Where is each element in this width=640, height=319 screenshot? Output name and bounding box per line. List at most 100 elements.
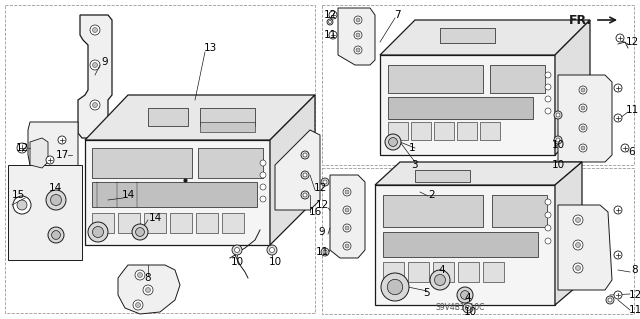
Circle shape bbox=[303, 153, 307, 157]
Bar bbox=[411, 122, 431, 140]
FancyArrowPatch shape bbox=[598, 17, 615, 23]
Circle shape bbox=[354, 31, 362, 39]
Circle shape bbox=[579, 86, 587, 94]
Text: 13: 13 bbox=[204, 43, 216, 53]
Circle shape bbox=[90, 100, 100, 110]
Polygon shape bbox=[30, 138, 48, 168]
Text: 4: 4 bbox=[438, 265, 445, 275]
Circle shape bbox=[323, 250, 327, 254]
Bar bbox=[458, 262, 479, 282]
Circle shape bbox=[58, 136, 66, 144]
Circle shape bbox=[345, 226, 349, 230]
Polygon shape bbox=[558, 75, 612, 162]
Circle shape bbox=[328, 20, 332, 24]
Circle shape bbox=[232, 245, 242, 255]
Circle shape bbox=[301, 171, 309, 179]
Polygon shape bbox=[85, 95, 315, 140]
Text: 14: 14 bbox=[122, 190, 134, 200]
Bar bbox=[383, 195, 483, 227]
Circle shape bbox=[356, 18, 360, 22]
Bar bbox=[492, 195, 547, 227]
Circle shape bbox=[46, 156, 54, 164]
Bar bbox=[415, 170, 470, 182]
Circle shape bbox=[614, 84, 622, 92]
Bar bbox=[383, 262, 404, 282]
Circle shape bbox=[260, 184, 266, 190]
Bar bbox=[222, 213, 244, 233]
Circle shape bbox=[343, 224, 351, 232]
Circle shape bbox=[90, 60, 100, 70]
Circle shape bbox=[356, 48, 360, 52]
Text: 2: 2 bbox=[429, 190, 435, 200]
Circle shape bbox=[388, 137, 397, 146]
Circle shape bbox=[260, 172, 266, 178]
Circle shape bbox=[579, 144, 587, 152]
Circle shape bbox=[616, 34, 624, 42]
Circle shape bbox=[545, 238, 551, 244]
Circle shape bbox=[345, 190, 349, 194]
Text: FR.: FR. bbox=[569, 13, 592, 26]
Polygon shape bbox=[375, 162, 582, 185]
Circle shape bbox=[260, 160, 266, 166]
Circle shape bbox=[575, 218, 580, 222]
Circle shape bbox=[46, 190, 66, 210]
Circle shape bbox=[465, 306, 470, 310]
Circle shape bbox=[621, 144, 629, 152]
Circle shape bbox=[354, 46, 362, 54]
Text: 3: 3 bbox=[411, 160, 417, 170]
Polygon shape bbox=[558, 205, 612, 290]
Text: 11: 11 bbox=[316, 247, 328, 257]
Bar bbox=[383, 232, 538, 257]
Polygon shape bbox=[275, 130, 320, 210]
Circle shape bbox=[573, 215, 583, 225]
Circle shape bbox=[303, 173, 307, 177]
Circle shape bbox=[387, 279, 403, 295]
Circle shape bbox=[614, 114, 622, 122]
Circle shape bbox=[133, 300, 143, 310]
Text: 15: 15 bbox=[12, 190, 24, 200]
Circle shape bbox=[545, 225, 551, 231]
Bar bbox=[92, 148, 192, 178]
Polygon shape bbox=[330, 175, 365, 258]
Circle shape bbox=[321, 248, 329, 256]
Circle shape bbox=[303, 193, 307, 197]
Circle shape bbox=[385, 134, 401, 150]
Circle shape bbox=[614, 291, 622, 299]
Bar bbox=[483, 262, 504, 282]
Circle shape bbox=[545, 108, 551, 114]
Circle shape bbox=[52, 231, 60, 239]
Bar bbox=[196, 213, 218, 233]
Circle shape bbox=[614, 206, 622, 214]
Circle shape bbox=[145, 287, 150, 293]
Bar bbox=[170, 213, 192, 233]
Circle shape bbox=[267, 245, 277, 255]
Bar bbox=[144, 213, 166, 233]
Text: 11: 11 bbox=[625, 105, 639, 115]
Polygon shape bbox=[380, 55, 555, 155]
Circle shape bbox=[143, 285, 153, 295]
Polygon shape bbox=[555, 20, 590, 155]
Text: 12: 12 bbox=[628, 290, 640, 300]
Bar bbox=[92, 213, 114, 233]
Circle shape bbox=[354, 16, 362, 24]
Circle shape bbox=[579, 104, 587, 112]
Text: 9: 9 bbox=[102, 57, 108, 67]
Circle shape bbox=[138, 272, 143, 278]
Circle shape bbox=[321, 178, 329, 186]
Text: 11: 11 bbox=[323, 30, 337, 40]
Text: 8: 8 bbox=[632, 265, 638, 275]
Bar bbox=[200, 108, 255, 126]
Circle shape bbox=[48, 227, 64, 243]
Circle shape bbox=[327, 19, 333, 25]
Polygon shape bbox=[380, 20, 590, 55]
Circle shape bbox=[343, 188, 351, 196]
Bar bbox=[388, 122, 408, 140]
Text: 12: 12 bbox=[316, 200, 328, 210]
Bar bbox=[480, 122, 500, 140]
Circle shape bbox=[51, 195, 61, 205]
Bar bbox=[118, 213, 140, 233]
Circle shape bbox=[90, 25, 100, 35]
Text: 12: 12 bbox=[15, 143, 29, 153]
Circle shape bbox=[329, 11, 337, 19]
Bar bbox=[457, 122, 477, 140]
